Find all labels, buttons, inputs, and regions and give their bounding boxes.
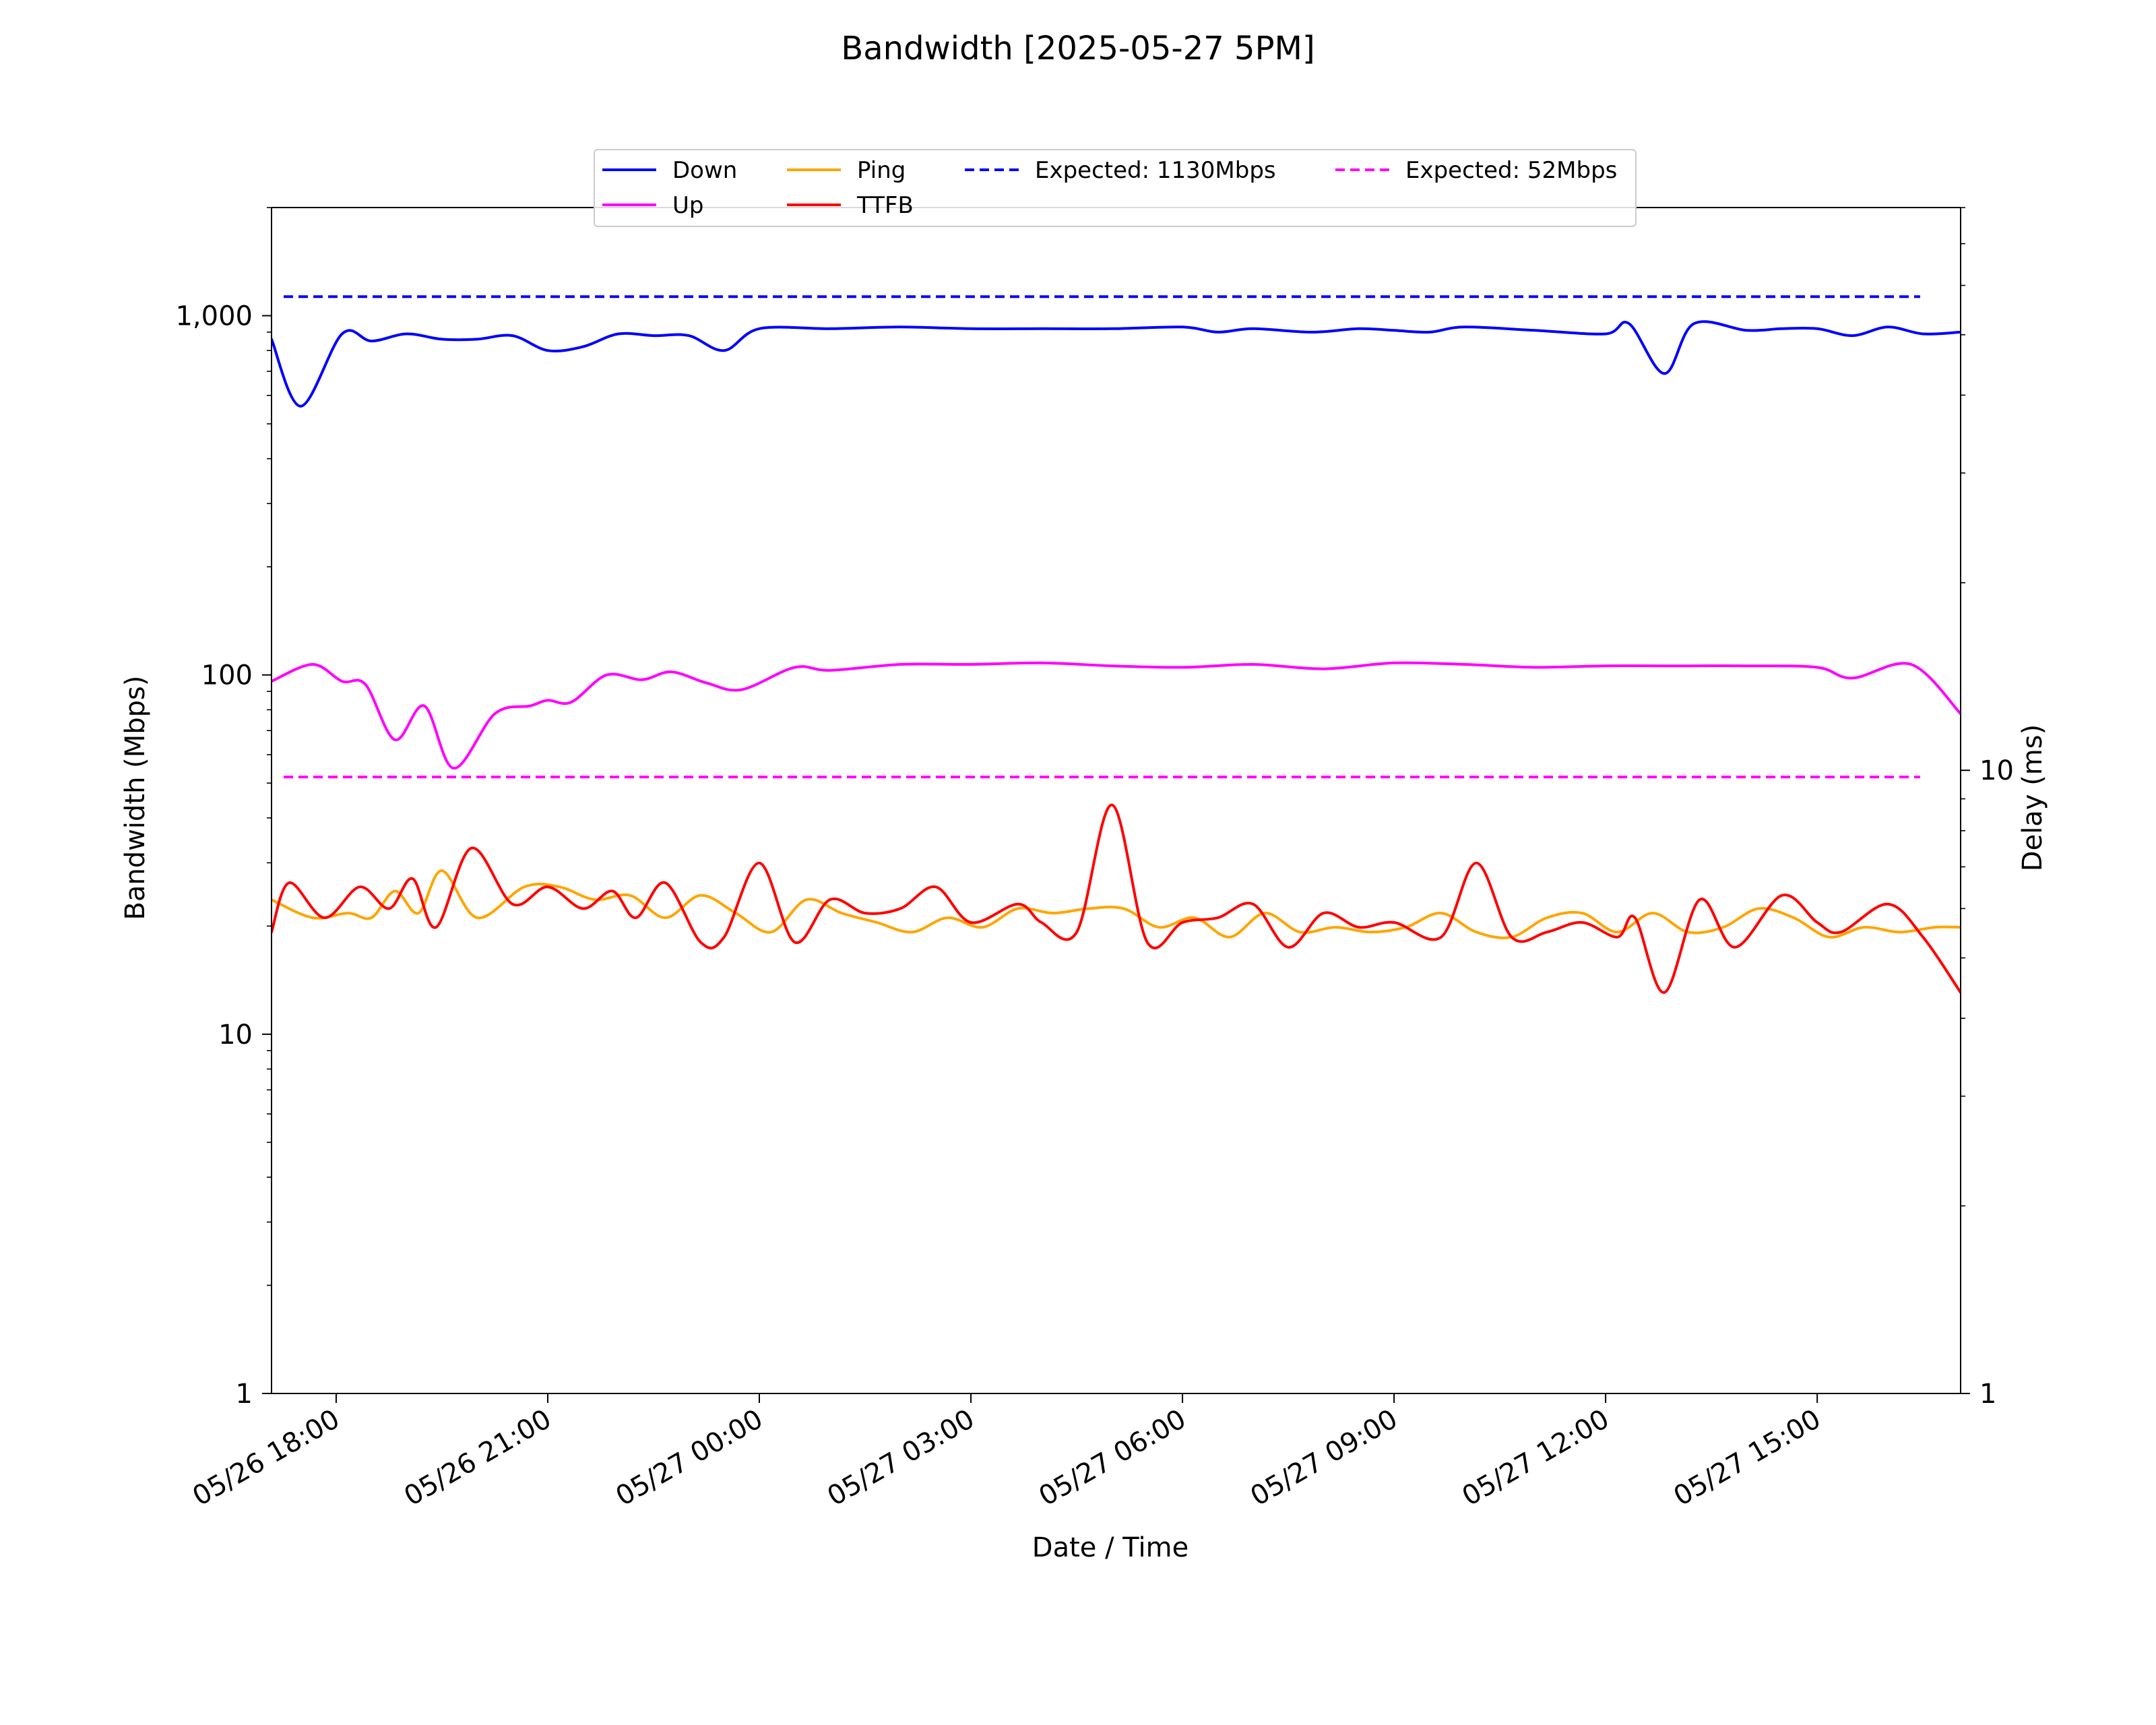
- y-tick-label-2: 100: [201, 660, 253, 691]
- y2-axis-label: Delay (ms): [2017, 724, 2048, 871]
- series-line-ping: [272, 869, 1961, 939]
- legend-label-0: Down: [672, 157, 737, 184]
- series-line-down: [272, 320, 1961, 408]
- y-tick-label-1: 10: [218, 1020, 253, 1050]
- y-tick-label-0: 1: [236, 1379, 253, 1410]
- series-line-ttfb: [272, 803, 1961, 994]
- legend-label-3: TTFB: [856, 192, 914, 219]
- y-tick-label-3: 1,000: [175, 301, 253, 332]
- legend-frame: [594, 149, 1637, 227]
- x-axis-label: Date / Time: [1032, 1532, 1188, 1563]
- series-line-up: [272, 661, 1961, 770]
- legend-label-4: Expected: 1130Mbps: [1035, 157, 1276, 184]
- y2-tick-label-0: 1: [1979, 1379, 1996, 1410]
- plot-area: [272, 295, 1961, 994]
- legend-label-2: Ping: [857, 157, 906, 184]
- chart-title: Bandwidth [2025-05-27 5PM]: [841, 30, 1314, 67]
- legend-label-1: Up: [672, 192, 703, 219]
- legend: Down Up Ping TTFB Expected: 1130Mbps Expected…: [594, 149, 1637, 227]
- y-axis-label: Bandwidth (Mbps): [120, 675, 151, 920]
- legend-label-5: Expected: 52Mbps: [1405, 157, 1617, 184]
- y2-tick-label-1: 10: [1979, 755, 2014, 786]
